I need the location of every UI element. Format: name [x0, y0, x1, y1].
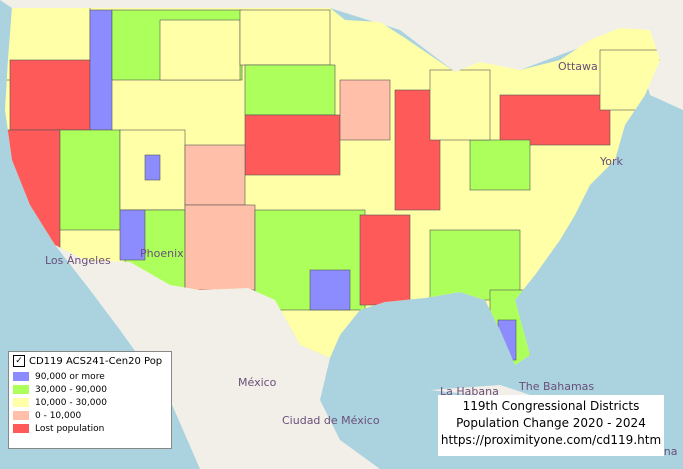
legend-swatch [13, 411, 29, 420]
place-label: Phoenix [140, 247, 184, 260]
legend-label: 0 - 10,000 [35, 410, 82, 421]
district-area [244, 114, 341, 176]
legend-entry: 10,000 - 30,000 [9, 396, 171, 409]
district-area [159, 19, 241, 81]
district-area [184, 204, 256, 291]
district-area [309, 269, 351, 311]
info-box: 119th Congressional Districts Population… [438, 395, 664, 456]
district-area [244, 64, 336, 116]
legend-label: 30,000 - 90,000 [35, 384, 107, 395]
place-label: York [599, 155, 624, 168]
district-area [9, 59, 91, 131]
legend-title: CD119 ACS241-Cen20 Pop [29, 355, 163, 367]
district-area [239, 9, 331, 66]
legend-entry: 30,000 - 90,000 [9, 383, 171, 396]
legend-label: Lost population [35, 423, 105, 434]
canada [0, 0, 683, 110]
legend-swatch [13, 398, 29, 407]
district-area [359, 214, 411, 306]
district-area [339, 79, 391, 141]
district-area [184, 144, 246, 206]
district-area [429, 229, 521, 301]
place-label: Ciudad de México [282, 414, 380, 427]
legend-entry: 0 - 10,000 [9, 409, 171, 422]
legend-label: 10,000 - 30,000 [35, 397, 107, 408]
district-area [144, 154, 161, 181]
place-label: México [238, 376, 277, 389]
place-label: La Habana [440, 385, 499, 398]
place-label: Los Ángeles [45, 254, 111, 267]
legend-swatch [13, 372, 29, 381]
legend-entry: 90,000 or more [9, 370, 171, 383]
place-label: Ottawa [558, 60, 598, 73]
mexico [55, 245, 380, 469]
district-area [429, 69, 491, 141]
legend-entry: Lost population [9, 422, 171, 435]
layer-checkbox[interactable]: ✓ [13, 355, 25, 367]
legend-swatch [13, 385, 29, 394]
info-subtitle: Population Change 2020 - 2024 [456, 416, 646, 430]
district-area [119, 209, 146, 261]
district-area [469, 139, 531, 191]
info-url[interactable]: https://proximityone.com/cd119.htm [440, 433, 662, 447]
place-label: The Bahamas [518, 380, 594, 393]
legend: ✓ CD119 ACS241-Cen20 Pop 90,000 or more 30… [8, 351, 172, 449]
info-title: 119th Congressional Districts [462, 399, 640, 413]
legend-label: 90,000 or more [35, 371, 105, 382]
legend-swatch [13, 424, 29, 433]
district-area [59, 129, 121, 231]
district-area [499, 94, 611, 146]
district-area [89, 9, 113, 131]
